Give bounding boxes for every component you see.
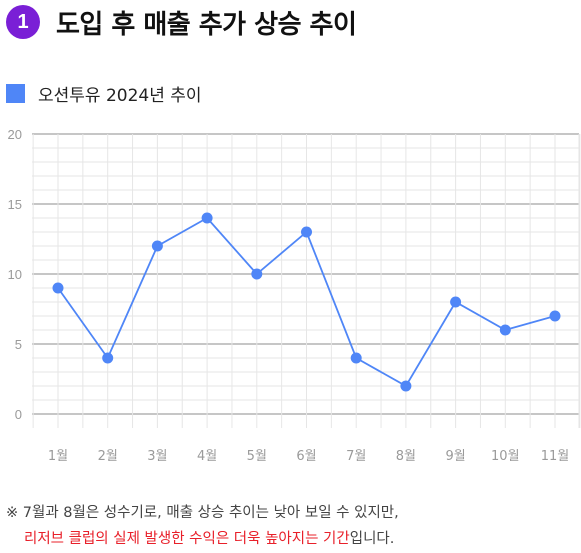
data-point — [102, 352, 114, 364]
x-tick-label: 1월 — [48, 449, 68, 464]
footnote: ※ 7월과 8월은 성수기로, 매출 상승 추이는 낮아 보일 수 있지만, 리… — [6, 500, 399, 552]
data-point — [400, 380, 412, 392]
y-axis-ticks: 0 5 10 15 20 — [8, 127, 22, 422]
section-title: 도입 후 매출 추가 상승 추이 — [56, 9, 357, 40]
y-tick-label: 5 — [15, 337, 22, 352]
x-tick-label: 2월 — [98, 449, 118, 464]
legend-label: 오션투유 2024년 추이 — [38, 85, 202, 106]
x-tick-label: 11월 — [541, 449, 570, 464]
data-point — [301, 226, 312, 238]
section-heading: 1 도입 후 매출 추가 상승 추이 — [6, 2, 357, 42]
data-point — [350, 352, 362, 364]
x-tick-label: 10월 — [491, 449, 520, 464]
data-point — [52, 282, 64, 294]
x-tick-label: 7월 — [346, 449, 366, 464]
chart-series — [52, 212, 561, 392]
data-point — [549, 310, 561, 322]
footnote-tail: 입니다. — [349, 531, 395, 547]
y-tick-label: 15 — [8, 197, 22, 212]
x-tick-label: 9월 — [445, 449, 465, 464]
footnote-highlight: 리저브 클럽의 실제 발생한 수익은 더욱 높아지는 기간 — [24, 531, 350, 547]
y-tick-label: 0 — [15, 407, 22, 422]
x-tick-label: 8월 — [396, 449, 416, 464]
data-point — [151, 240, 163, 252]
legend-swatch — [6, 83, 25, 103]
x-tick-label: 3월 — [147, 449, 167, 464]
chart-legend: 오션투유 2024년 추이 — [6, 82, 202, 106]
footnote-line-2: 리저브 클럽의 실제 발생한 수익은 더욱 높아지는 기간입니다. — [6, 526, 399, 552]
data-point — [450, 296, 462, 308]
x-axis-ticks: 1월 2월 3월 4월 5월 6월 7월 8월 9월 10월 11월 — [48, 449, 569, 464]
section-number-badge: 1 — [6, 5, 40, 39]
footnote-line-1: ※ 7월과 8월은 성수기로, 매출 상승 추이는 낮아 보일 수 있지만, — [6, 505, 399, 521]
chart-grid — [32, 133, 581, 428]
x-tick-label: 5월 — [247, 449, 267, 464]
x-tick-label: 6월 — [296, 449, 316, 464]
data-point — [201, 212, 213, 224]
y-tick-label: 20 — [8, 127, 22, 142]
data-point — [499, 324, 511, 336]
y-tick-label: 10 — [8, 267, 22, 282]
x-tick-label: 4월 — [197, 449, 217, 464]
data-point — [251, 268, 263, 280]
line-chart: 0 5 10 15 20 1월 2월 3월 4월 5월 6월 7월 8월 9월 10월 11월 — [8, 127, 581, 464]
